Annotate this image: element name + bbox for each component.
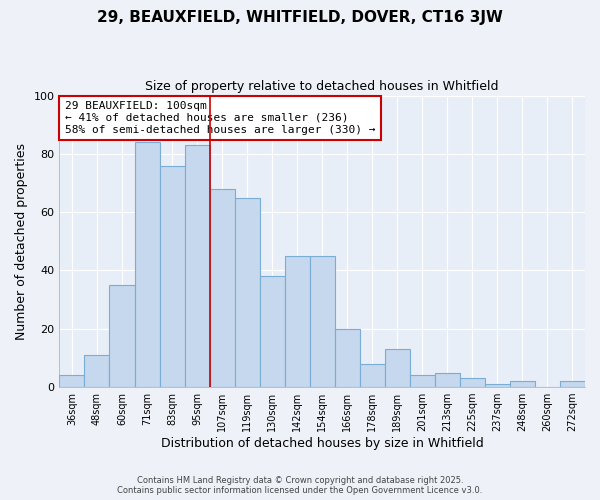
Bar <box>185 145 209 387</box>
Text: 29 BEAUXFIELD: 100sqm
← 41% of detached houses are smaller (236)
58% of semi-det: 29 BEAUXFIELD: 100sqm ← 41% of detached … <box>65 102 375 134</box>
Bar <box>435 372 460 387</box>
Bar <box>235 198 260 387</box>
Bar <box>510 382 535 387</box>
Bar <box>85 355 109 387</box>
Title: Size of property relative to detached houses in Whitfield: Size of property relative to detached ho… <box>145 80 499 93</box>
Text: Contains HM Land Registry data © Crown copyright and database right 2025.
Contai: Contains HM Land Registry data © Crown c… <box>118 476 482 495</box>
Y-axis label: Number of detached properties: Number of detached properties <box>15 143 28 340</box>
Bar <box>134 142 160 387</box>
Bar <box>560 382 585 387</box>
Bar <box>209 189 235 387</box>
Bar <box>385 349 410 387</box>
Bar <box>59 376 85 387</box>
Bar <box>109 285 134 387</box>
Bar <box>410 376 435 387</box>
Bar <box>360 364 385 387</box>
Bar <box>284 256 310 387</box>
Bar <box>460 378 485 387</box>
X-axis label: Distribution of detached houses by size in Whitfield: Distribution of detached houses by size … <box>161 437 484 450</box>
Bar <box>160 166 185 387</box>
Text: 29, BEAUXFIELD, WHITFIELD, DOVER, CT16 3JW: 29, BEAUXFIELD, WHITFIELD, DOVER, CT16 3… <box>97 10 503 25</box>
Bar <box>260 276 284 387</box>
Bar <box>485 384 510 387</box>
Bar <box>335 329 360 387</box>
Bar <box>310 256 335 387</box>
